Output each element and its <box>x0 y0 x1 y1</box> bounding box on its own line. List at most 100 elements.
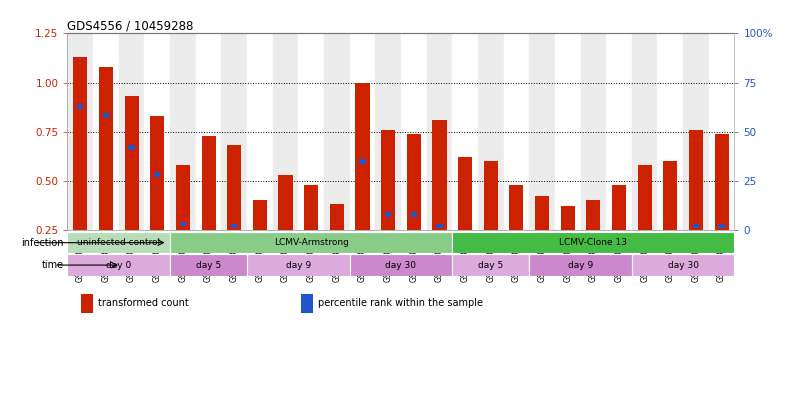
Bar <box>590 237 596 242</box>
Bar <box>304 185 318 279</box>
Text: day 30: day 30 <box>385 261 417 270</box>
Text: day 9: day 9 <box>286 261 311 270</box>
Bar <box>539 233 545 238</box>
Bar <box>129 145 135 150</box>
Bar <box>301 294 313 313</box>
Bar <box>67 33 93 230</box>
Bar <box>356 83 369 279</box>
Bar <box>453 232 734 253</box>
Bar <box>231 224 237 228</box>
Bar <box>693 224 700 228</box>
Bar <box>360 159 366 163</box>
Bar <box>436 224 442 228</box>
Bar <box>77 104 83 108</box>
Bar <box>638 165 652 279</box>
Bar <box>102 114 109 118</box>
Bar <box>125 96 139 279</box>
Bar <box>308 237 314 242</box>
Bar <box>719 224 725 228</box>
Bar <box>632 254 734 276</box>
Bar <box>689 130 703 279</box>
Bar <box>154 173 160 177</box>
Text: LCMV-Clone 13: LCMV-Clone 13 <box>559 238 627 247</box>
Bar <box>535 196 549 279</box>
Bar <box>453 33 478 230</box>
Bar <box>330 204 344 279</box>
Bar <box>612 185 626 279</box>
Bar <box>299 33 324 230</box>
Bar <box>99 67 113 279</box>
Bar <box>503 33 530 230</box>
Bar <box>433 120 446 279</box>
Bar <box>436 224 442 228</box>
Bar <box>663 161 677 279</box>
Bar <box>308 237 314 242</box>
Bar <box>513 237 519 242</box>
Bar <box>709 33 734 230</box>
Bar <box>488 233 494 238</box>
Bar <box>715 134 729 279</box>
Bar <box>401 33 426 230</box>
Bar <box>657 33 683 230</box>
Bar <box>663 161 677 279</box>
Bar <box>272 33 299 230</box>
Bar <box>99 67 113 279</box>
Bar <box>145 33 170 230</box>
Bar <box>565 237 571 242</box>
Bar <box>356 83 369 279</box>
Bar <box>179 222 186 226</box>
Bar <box>410 212 417 217</box>
Bar <box>561 206 575 279</box>
Bar <box>179 222 186 226</box>
Bar <box>376 33 401 230</box>
Text: day 5: day 5 <box>478 261 503 270</box>
Text: day 0: day 0 <box>106 261 132 270</box>
Bar <box>206 233 212 238</box>
Bar <box>202 136 216 279</box>
Bar <box>667 233 673 238</box>
Bar <box>119 33 145 230</box>
Bar <box>510 185 523 279</box>
Bar <box>150 116 164 279</box>
Bar <box>231 224 237 228</box>
Bar <box>125 96 139 279</box>
Bar <box>426 33 453 230</box>
Bar <box>565 237 571 242</box>
Bar <box>77 104 83 108</box>
Bar <box>453 254 530 276</box>
Text: day 30: day 30 <box>668 261 699 270</box>
Bar <box>484 161 498 279</box>
Bar <box>227 145 241 279</box>
Bar <box>324 33 349 230</box>
Bar <box>385 212 391 217</box>
Text: transformed count: transformed count <box>98 298 188 309</box>
Bar <box>632 33 657 230</box>
Bar <box>330 204 344 279</box>
Bar <box>196 33 222 230</box>
Bar <box>510 185 523 279</box>
Bar <box>170 254 247 276</box>
Bar <box>478 33 503 230</box>
Bar <box>333 237 340 242</box>
Bar <box>252 200 267 279</box>
Text: day 5: day 5 <box>196 261 222 270</box>
Bar <box>642 233 648 238</box>
Bar <box>73 57 87 279</box>
Bar <box>202 136 216 279</box>
Text: LCMV-Armstrong: LCMV-Armstrong <box>274 238 349 247</box>
Bar <box>93 33 119 230</box>
Bar <box>279 175 292 279</box>
Bar <box>484 161 498 279</box>
Bar <box>176 165 190 279</box>
Bar <box>385 212 391 217</box>
Bar <box>667 233 673 238</box>
Bar <box>642 233 648 238</box>
Bar <box>462 231 468 236</box>
Bar <box>616 237 622 242</box>
Bar <box>283 231 289 236</box>
Bar <box>381 130 395 279</box>
Bar <box>67 254 170 276</box>
Bar <box>279 175 292 279</box>
Bar <box>638 165 652 279</box>
Bar <box>719 224 725 228</box>
